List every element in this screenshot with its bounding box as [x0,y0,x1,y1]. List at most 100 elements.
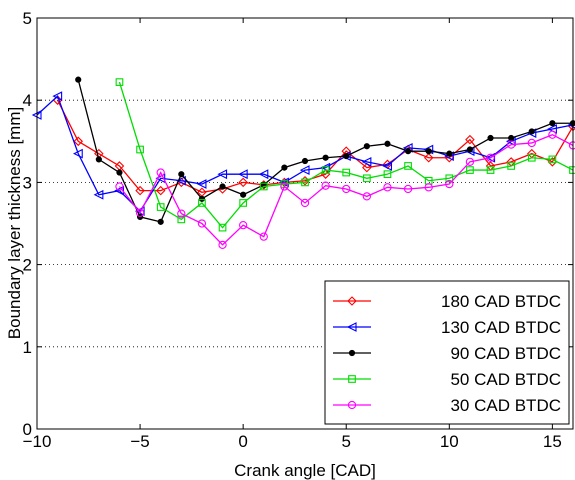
data-point [321,166,330,174]
data-point [445,179,454,189]
data-point [465,157,475,166]
data-point [240,191,247,198]
legend-label: 50 CAD BTDC [450,370,561,389]
data-point [343,152,350,160]
data-point [177,215,186,224]
y-axis-label: Boundary layer thickness [mm] [5,107,24,339]
data-point [404,162,412,170]
x-tick-label: 5 [341,432,350,451]
data-point [73,148,83,159]
data-point [239,220,248,230]
data-point [136,145,144,154]
data-point [446,150,453,157]
data-point [198,195,206,202]
y-tick-label: 1 [23,338,32,357]
data-point [178,171,185,178]
y-tick-label: 5 [23,9,32,28]
data-point [342,168,351,177]
data-point [299,165,310,175]
data-point [348,349,356,357]
x-tick-label: −5 [130,432,149,451]
data-point [527,153,536,162]
data-point [135,208,145,217]
legend-entry: 130 CAD BTDC [333,318,561,337]
data-point [52,91,63,101]
data-point [177,209,186,218]
legend-label: 30 CAD BTDC [450,396,561,415]
y-tick-label: 0 [23,420,32,439]
data-point [281,164,288,171]
data-point [466,166,474,174]
data-point [347,400,357,410]
data-point [196,179,207,189]
series-2 [31,91,575,217]
series-line [118,81,574,229]
data-point [487,134,494,142]
data-point [527,138,536,148]
series-3 [75,76,575,225]
data-point [198,199,206,207]
data-point [93,189,104,200]
data-point [361,156,372,167]
data-point [423,152,434,163]
legend-label: 90 CAD BTDC [450,344,561,363]
data-point [486,166,495,174]
data-point [347,296,357,306]
x-tick-label: −10 [23,432,52,451]
x-axis-label: Crank angle [CAD] [234,461,376,480]
data-point [301,178,309,187]
data-point [466,146,474,153]
data-point [322,154,329,161]
data-point [259,232,268,241]
plot-frame [36,17,574,430]
data-point [383,170,392,179]
data-point [507,162,516,170]
data-point [157,218,164,225]
data-point [321,181,330,190]
data-point [156,203,165,211]
data-point [301,157,309,165]
data-point [135,185,145,196]
data-point [197,219,207,228]
data-point [383,183,392,192]
y-tick-label: 2 [23,256,32,275]
data-point [363,143,370,150]
data-point [116,169,123,176]
series-5 [115,130,575,250]
x-tick-label: 15 [543,432,562,451]
data-point [424,183,433,192]
data-point [218,240,227,250]
data-point [115,78,124,86]
series-4 [115,78,575,232]
data-point [362,174,371,183]
data-point [528,128,535,135]
data-point [73,136,84,147]
data-point [346,322,357,332]
data-point [237,169,248,180]
data-point [258,169,269,180]
data-point [342,184,351,194]
data-point [259,182,268,191]
data-point [238,177,248,188]
data-point [115,182,124,191]
legend-entry: 50 CAD BTDC [333,370,561,389]
data-point [465,134,475,145]
data-point [300,198,310,208]
legend-entry: 90 CAD BTDC [333,344,561,363]
data-point [507,140,516,149]
data-point [445,174,454,183]
legend: 180 CAD BTDC 130 CAD BTDC 90 CAD BTDC 50 CA… [324,280,570,425]
data-point [548,155,557,164]
data-point [155,185,166,196]
data-point [508,134,515,142]
data-point [176,175,186,186]
data-point [75,76,82,83]
data-point [382,161,393,171]
y-tick-label: 4 [23,91,32,110]
data-point [486,153,495,162]
data-point [348,375,356,383]
data-point [217,169,228,180]
legend-entry: 30 CAD BTDC [333,396,561,415]
legend-entry: 180 CAD BTDC [333,292,561,311]
